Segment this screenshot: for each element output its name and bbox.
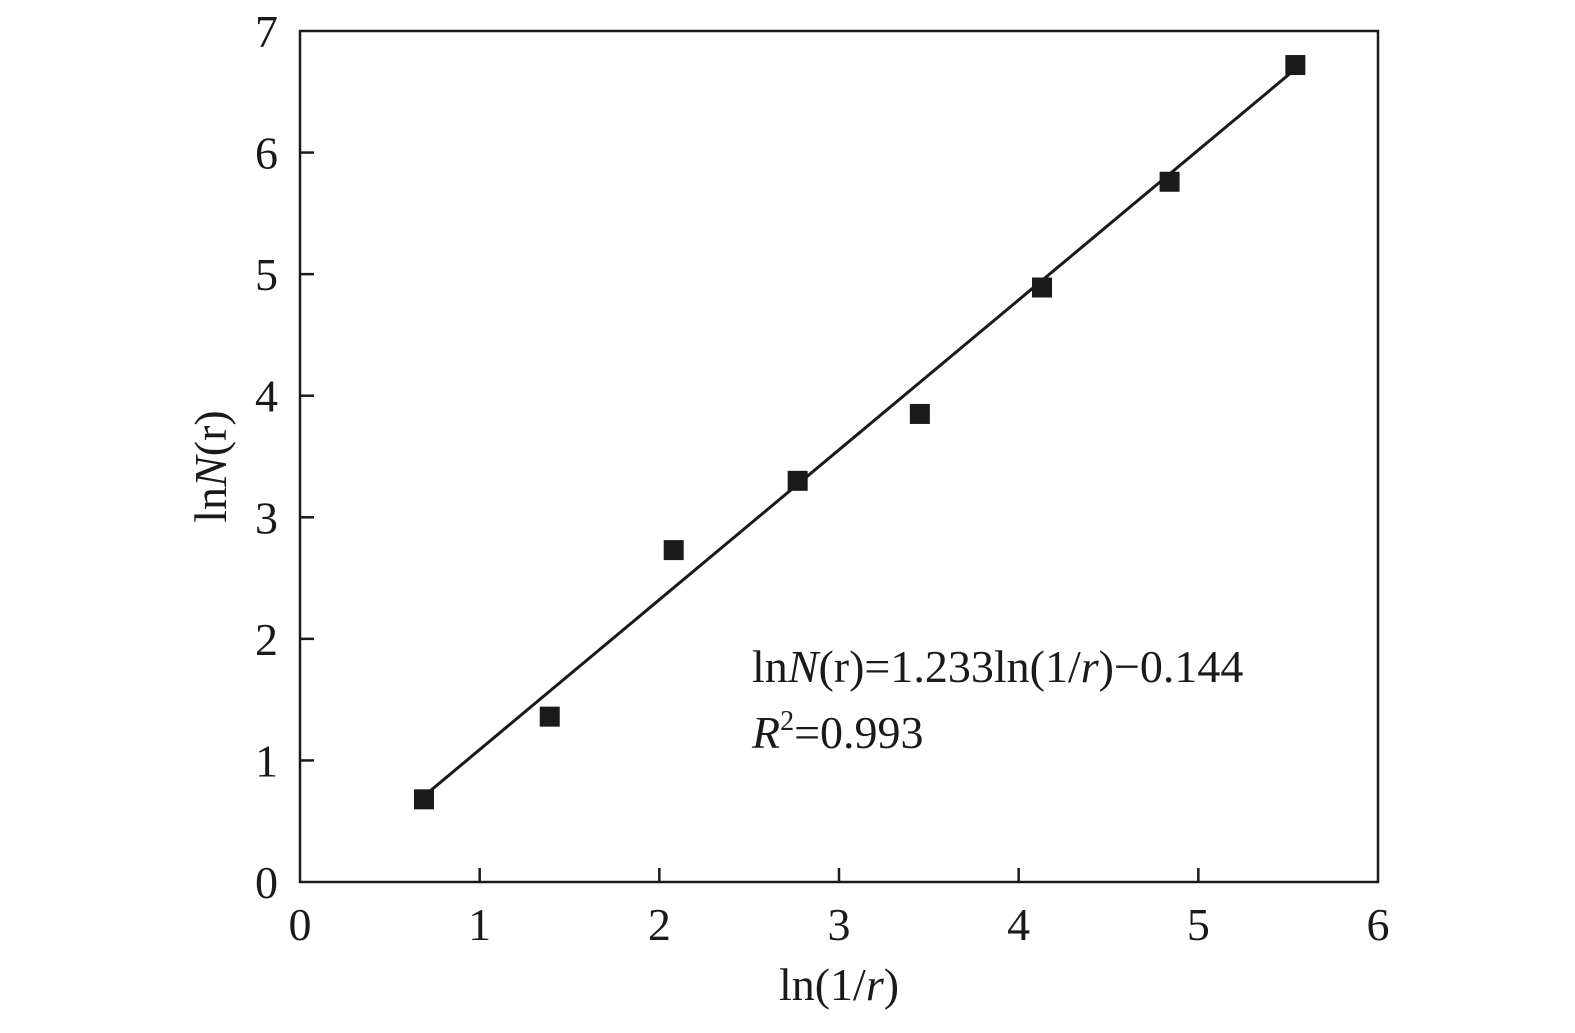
- fit-equation-part-c: (r)=1.233ln(1/: [818, 641, 1080, 692]
- r-squared-symbol: R: [751, 707, 780, 758]
- fit-line: [423, 67, 1297, 798]
- data-point: [1159, 171, 1180, 192]
- x-tick-label: 0: [289, 899, 312, 950]
- y-axis-title-prefix: ln: [185, 487, 236, 523]
- fit-equation-part-d: r: [1081, 641, 1100, 692]
- ticks-layer: 0 1 2 3 4 5 6 0 1 2 3 4 5 6 7: [255, 6, 1390, 950]
- x-tick-label: 6: [1367, 899, 1390, 950]
- y-tick-label: 2: [255, 614, 278, 665]
- x-axis-title-suffix: ): [884, 959, 899, 1010]
- y-tick-label: 4: [255, 371, 278, 422]
- data-point: [787, 470, 808, 491]
- r-squared: R2=0.993: [751, 706, 924, 758]
- data-point: [1285, 55, 1306, 76]
- fit-equation-part-e: )−0.144: [1099, 641, 1244, 692]
- x-tick-label: 3: [828, 899, 851, 950]
- y-tick-label: 1: [255, 735, 278, 786]
- y-axis-title-suffix: (r): [185, 410, 236, 456]
- fit-equation: lnN(r)=1.233ln(1/r)−0.144: [752, 641, 1243, 692]
- y-axis-title: lnN(r): [185, 410, 236, 522]
- y-tick-label: 7: [255, 6, 278, 57]
- x-tick-label: 1: [468, 899, 491, 950]
- fit-layer: [423, 67, 1297, 798]
- data-point: [1032, 277, 1053, 298]
- data-point: [539, 706, 560, 727]
- r-squared-value: =0.993: [794, 707, 923, 758]
- fit-equation-part-a: ln: [752, 641, 788, 692]
- data-point: [909, 403, 930, 424]
- x-axis-title-prefix: ln(1/: [779, 959, 866, 1010]
- x-tick-label: 5: [1187, 899, 1210, 950]
- x-axis-title-italic: r: [866, 959, 885, 1010]
- y-tick-label: 5: [255, 249, 278, 300]
- x-tick-label: 2: [648, 899, 671, 950]
- data-point: [663, 540, 684, 561]
- y-tick-label: 3: [255, 492, 278, 543]
- points-layer: [413, 55, 1306, 810]
- plot-area-frame: [298, 29, 1380, 884]
- fit-equation-part-b: N: [787, 641, 821, 692]
- y-tick-label: 6: [255, 128, 278, 179]
- x-tick-label: 4: [1007, 899, 1030, 950]
- y-tick-label: 0: [255, 857, 278, 908]
- r-squared-superscript: 2: [780, 706, 794, 737]
- x-axis-title: ln(1/r): [779, 959, 899, 1010]
- y-axis-title-italic: N: [185, 454, 236, 488]
- data-point: [413, 789, 434, 810]
